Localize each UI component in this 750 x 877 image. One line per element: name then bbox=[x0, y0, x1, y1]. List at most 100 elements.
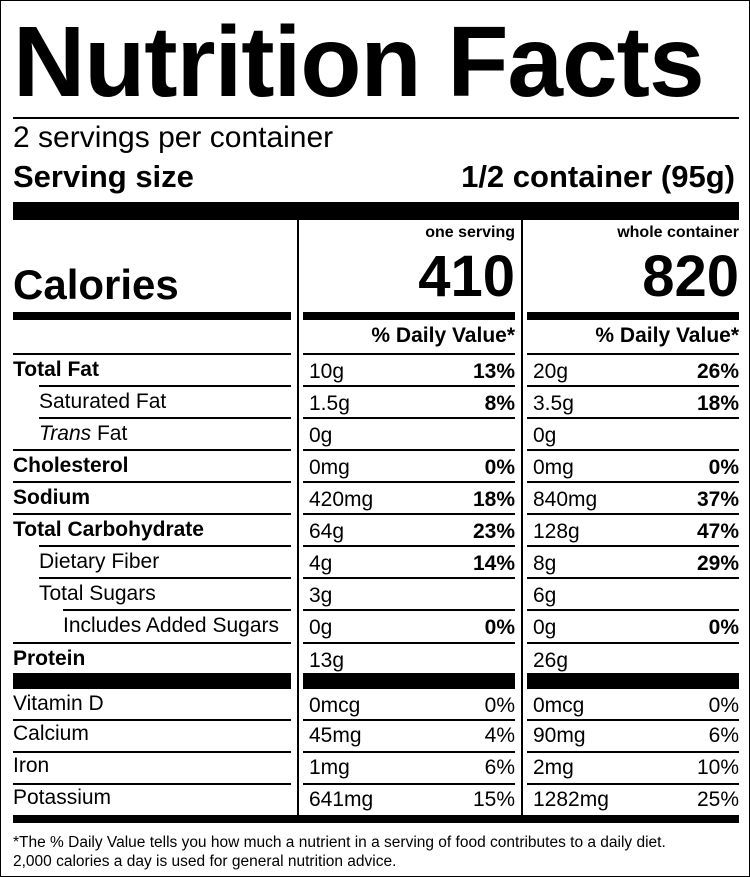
nutrient-label: Sodium bbox=[13, 486, 90, 509]
vitamin-percent-whole: 10% bbox=[696, 756, 739, 779]
nutrient-label: Total Sugars bbox=[39, 582, 156, 605]
nutrient-amount-one: 0g bbox=[309, 616, 333, 639]
vitamin-percent-one: 6% bbox=[484, 756, 515, 779]
row-divider-one bbox=[303, 642, 515, 644]
calories-bar-whole bbox=[527, 312, 739, 320]
whole-container-header: whole container bbox=[617, 224, 739, 241]
row-divider-whole bbox=[527, 577, 739, 579]
vitamin-amount-whole: 1282mg bbox=[533, 788, 609, 811]
nutrient-amount-one: 3g bbox=[309, 584, 333, 607]
label-title: Nutrition Facts bbox=[13, 6, 705, 118]
row-divider-one bbox=[303, 609, 515, 611]
serving-size-value: 1/2 container (95g) bbox=[461, 159, 735, 194]
nutrient-percent-whole: 29% bbox=[696, 552, 739, 575]
vitamin-divider-label bbox=[13, 751, 291, 753]
nutrient-amount-one: 64g bbox=[309, 520, 345, 543]
row-divider-label bbox=[39, 577, 291, 579]
row-divider-whole bbox=[527, 449, 739, 451]
row-divider-one bbox=[303, 385, 515, 387]
nutrient-amount-whole: 8g bbox=[533, 552, 557, 575]
vitamin-divider-one bbox=[303, 751, 515, 753]
vitamin-percent-one: 4% bbox=[484, 724, 515, 747]
row-divider-one bbox=[303, 545, 515, 547]
nutrient-label: Saturated Fat bbox=[39, 390, 167, 413]
row-divider-one bbox=[303, 481, 515, 483]
row-divider-whole bbox=[527, 417, 739, 419]
vitamin-percent-whole: 6% bbox=[708, 724, 739, 747]
daily-value-header-one: % Daily Value* bbox=[371, 324, 515, 347]
protein-bar-label bbox=[13, 673, 291, 689]
vitamin-amount-one: 1mg bbox=[309, 756, 350, 779]
vitamin-label: Vitamin D bbox=[13, 692, 104, 715]
nutrient-percent-whole: 37% bbox=[696, 488, 739, 511]
servings-per-container: 2 servings per container bbox=[13, 121, 334, 154]
nutrient-percent-whole: 18% bbox=[696, 392, 739, 415]
nutrient-label: Cholesterol bbox=[13, 454, 129, 477]
calories-one-serving: 410 bbox=[418, 244, 515, 309]
row-divider-label bbox=[39, 385, 291, 387]
nutrient-amount-whole: 0mg bbox=[533, 456, 574, 479]
vitamin-amount-whole: 90mg bbox=[533, 724, 586, 747]
vitamin-percent-whole: 0% bbox=[708, 694, 739, 717]
title-divider bbox=[13, 117, 739, 119]
footnote-line-2: 2,000 calories a day is used for general… bbox=[13, 853, 397, 870]
row-divider-label bbox=[13, 449, 291, 451]
nutrient-percent-one: 0% bbox=[484, 616, 515, 639]
nutrient-percent-one: 0% bbox=[484, 456, 515, 479]
nutrient-label: Trans Fat bbox=[39, 421, 127, 447]
nutrient-amount-one: 1.5g bbox=[309, 392, 350, 415]
row-divider-label bbox=[13, 513, 291, 515]
column-divider-1 bbox=[297, 220, 299, 815]
nutrient-percent-whole: 26% bbox=[696, 360, 739, 383]
nutrient-amount-whole: 128g bbox=[533, 520, 580, 543]
nutrient-percent-one: 18% bbox=[472, 488, 515, 511]
vitamin-amount-one: 45mg bbox=[309, 724, 362, 747]
vitamin-divider-label bbox=[13, 783, 291, 785]
nutrient-amount-whole: 6g bbox=[533, 584, 557, 607]
nutrient-amount-one: 0mg bbox=[309, 456, 350, 479]
calories-bar-label bbox=[13, 312, 291, 320]
vitamin-percent-one: 0% bbox=[484, 694, 515, 717]
nutrient-percent-one: 14% bbox=[472, 552, 515, 575]
nutrient-amount-one: 0g bbox=[309, 424, 333, 447]
nutrient-label: Dietary Fiber bbox=[39, 550, 160, 573]
nutrient-percent-one: 13% bbox=[472, 360, 515, 383]
vitamin-amount-one: 641mg bbox=[309, 788, 374, 811]
nutrient-amount-whole: 26g bbox=[533, 649, 569, 672]
nutrient-percent-one: 23% bbox=[472, 520, 515, 543]
nutrient-percent-whole: 47% bbox=[696, 520, 739, 543]
nutrient-percent-whole: 0% bbox=[708, 456, 739, 479]
row-divider-whole bbox=[527, 513, 739, 515]
row-divider-whole bbox=[527, 609, 739, 611]
calories-bar-one bbox=[303, 312, 515, 320]
nutrient-label: Protein bbox=[13, 647, 86, 670]
vitamin-divider-whole bbox=[527, 719, 739, 721]
nutrient-amount-whole: 3.5g bbox=[533, 392, 574, 415]
footnote: *The % Daily Value tells you how much a … bbox=[13, 833, 743, 871]
row-divider-label bbox=[39, 417, 291, 419]
vitamin-divider-whole bbox=[527, 783, 739, 785]
vitamin-divider-label bbox=[13, 719, 291, 721]
nutrient-label-italic: Trans bbox=[39, 422, 92, 445]
calories-whole-container: 820 bbox=[642, 244, 739, 309]
row-divider-whole bbox=[527, 353, 739, 355]
one-serving-header: one serving bbox=[425, 224, 515, 241]
row-divider-whole bbox=[527, 481, 739, 483]
nutrient-label: Total Carbohydrate bbox=[13, 518, 204, 541]
thick-divider-top bbox=[13, 202, 739, 220]
serving-size-label: Serving size bbox=[13, 159, 194, 194]
nutrient-amount-one: 4g bbox=[309, 552, 333, 575]
calories-label: Calories bbox=[13, 261, 179, 308]
vitamin-label: Calcium bbox=[13, 722, 89, 745]
row-divider-whole bbox=[527, 642, 739, 644]
row-divider-one bbox=[303, 417, 515, 419]
nutrient-amount-one: 420mg bbox=[309, 488, 374, 511]
vitamin-amount-whole: 0mcg bbox=[533, 694, 585, 717]
row-divider-label bbox=[13, 642, 291, 644]
row-divider-whole bbox=[527, 545, 739, 547]
vitamin-label: Iron bbox=[13, 754, 50, 777]
vitamin-amount-one: 0mcg bbox=[309, 694, 361, 717]
row-divider-label bbox=[13, 353, 291, 355]
row-divider-label bbox=[39, 545, 291, 547]
